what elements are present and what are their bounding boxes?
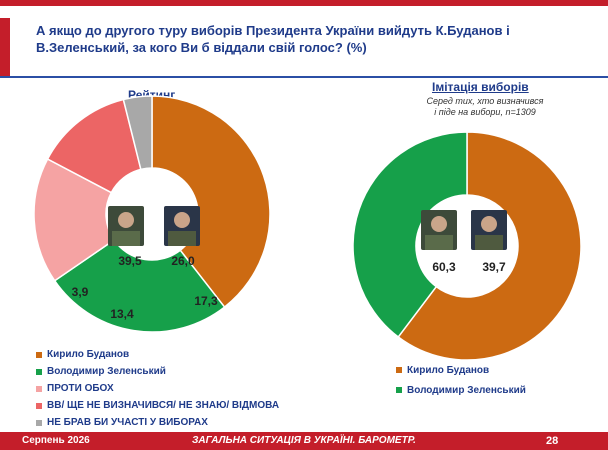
legend-item: Володимир Зеленський	[396, 380, 526, 400]
donut-slice	[33, 157, 116, 282]
slide-title: А якщо до другого туру виборів Президент…	[36, 23, 510, 55]
page-number: 28	[546, 435, 559, 447]
legend-label: НЕ БРАВ БИ УЧАСТІ У ВИБОРАХ	[47, 417, 208, 428]
donut-slice	[352, 131, 468, 339]
top-accent-bar	[0, 0, 608, 6]
legend-label: ВВ/ ЩЕ НЕ ВИЗНАЧИВСЯ/ НЕ ЗНАЮ/ ВІДМОВА	[47, 400, 280, 411]
legend-label: Кирило Буданов	[407, 364, 490, 376]
zelensky-photo	[164, 206, 200, 246]
legend-item: Володимир Зеленський	[36, 363, 279, 380]
legend-swatch	[36, 402, 42, 409]
legend-label: ПРОТИ ОБОХ	[47, 383, 114, 394]
legend-label: Володимир Зеленський	[407, 384, 526, 396]
legend-swatch	[36, 351, 42, 358]
data-label: 39,5	[118, 254, 142, 268]
data-label: 3,9	[72, 285, 89, 299]
footer-bar: Серпень 2026 ЗАГАЛЬНА СИТУАЦІЯ В УКРАЇНІ…	[0, 432, 608, 450]
donut-slice	[122, 95, 153, 171]
right-chart-subtitle: Імітація виборів	[432, 80, 529, 94]
right-legend: Кирило Буданов Володимир Зеленський	[396, 360, 526, 400]
donut-slice	[53, 238, 226, 333]
legend-item: Кирило Буданов	[36, 346, 279, 363]
donut-slice	[151, 95, 271, 309]
legend-swatch	[36, 419, 42, 426]
legend-item: НЕ БРАВ БИ УЧАСТІ У ВИБОРАХ	[36, 414, 279, 431]
legend-swatch	[396, 387, 402, 393]
budanov-photo-right	[421, 210, 457, 250]
footer-title: ЗАГАЛЬНА СИТУАЦІЯ В УКРАЇНІ. БАРОМЕТР.	[192, 435, 416, 446]
legend-swatch	[36, 385, 42, 392]
zelensky-photo-right	[471, 210, 507, 250]
data-label: 13,4	[110, 307, 134, 321]
legend-item: ПРОТИ ОБОХ	[36, 380, 279, 397]
data-label: 60,3	[432, 260, 456, 274]
title-accent	[0, 18, 10, 76]
donut-slice	[397, 131, 582, 361]
data-label: 17,3	[194, 294, 218, 308]
right-note-line2: і піде на вибори, n=1309	[434, 107, 536, 117]
legend-item: Кирило Буданов	[396, 360, 526, 380]
data-label: 26,0	[171, 254, 195, 268]
legend-item: ВВ/ ЩЕ НЕ ВИЗНАЧИВСЯ/ НЕ ЗНАЮ/ ВІДМОВА	[36, 397, 279, 414]
budanov-photo	[108, 206, 144, 246]
data-label: 39,7	[482, 260, 506, 274]
legend-swatch	[36, 368, 42, 375]
legend-label: Володимир Зеленський	[47, 366, 166, 377]
footer-date: Серпень 2026	[22, 435, 90, 446]
right-chart-note: Серед тих, хто визначився і піде на вибо…	[390, 96, 580, 118]
left-legend: Кирило Буданов Володимир Зеленський ПРОТ…	[36, 346, 279, 431]
right-note-line1: Серед тих, хто визначився	[426, 96, 544, 106]
title-rule	[0, 76, 608, 78]
legend-label: Кирило Буданов	[47, 349, 130, 360]
legend-swatch	[396, 367, 402, 373]
